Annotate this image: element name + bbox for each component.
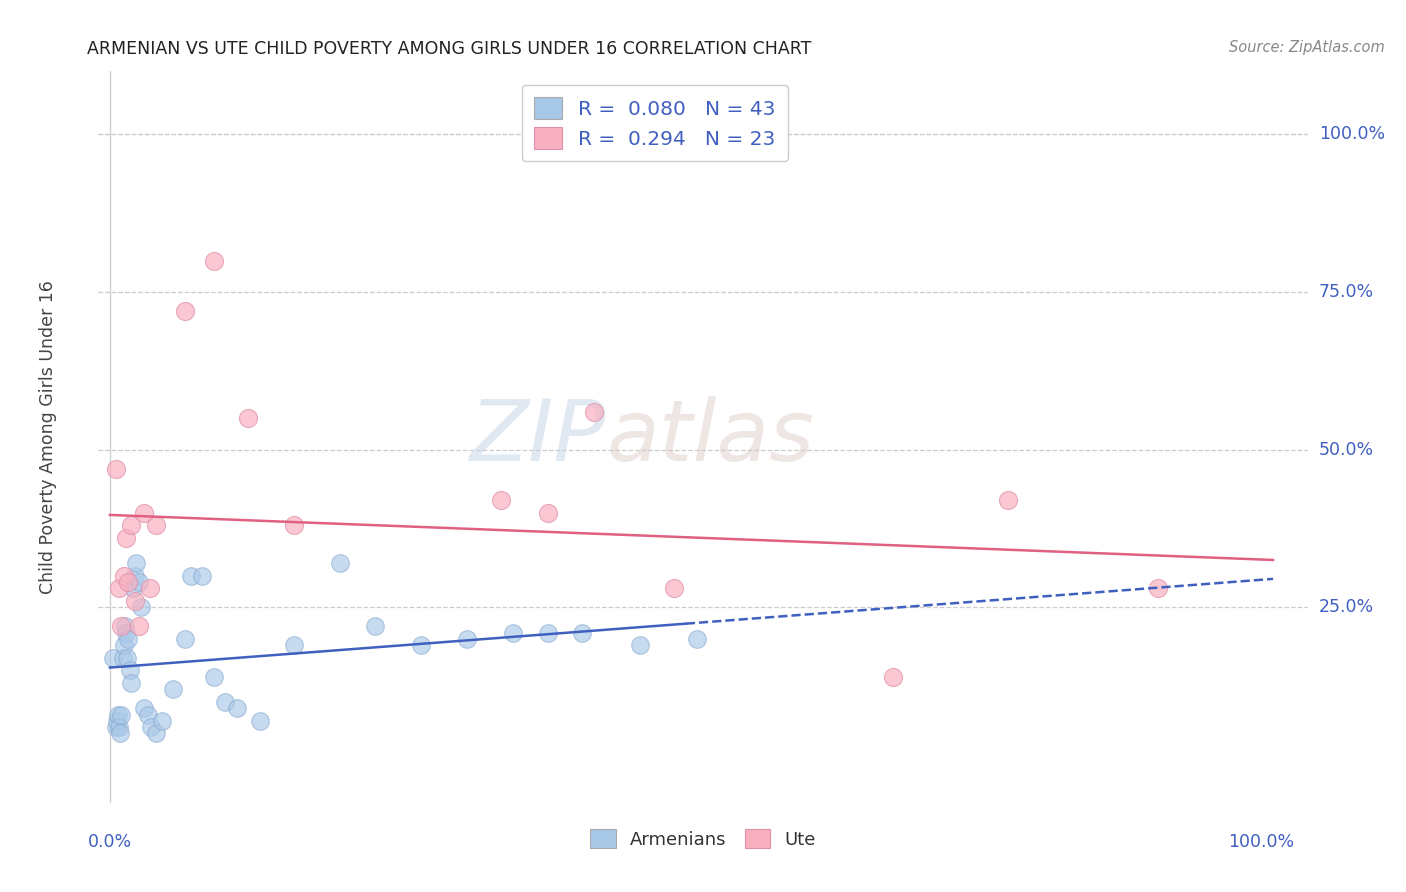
- Point: [214, 695, 236, 709]
- Point: [104, 720, 127, 734]
- Point: [110, 707, 132, 722]
- Text: 75.0%: 75.0%: [1319, 283, 1374, 301]
- Point: [180, 569, 202, 583]
- Point: [409, 638, 432, 652]
- Point: [202, 253, 225, 268]
- Point: [117, 575, 139, 590]
- Point: [117, 632, 139, 646]
- Point: [112, 569, 135, 583]
- Point: [120, 676, 142, 690]
- Text: ZIP: ZIP: [470, 395, 606, 479]
- Point: [145, 518, 167, 533]
- Point: [664, 582, 686, 596]
- Point: [582, 405, 605, 419]
- Text: ARMENIAN VS UTE CHILD POVERTY AMONG GIRLS UNDER 16 CORRELATION CHART: ARMENIAN VS UTE CHILD POVERTY AMONG GIRL…: [87, 40, 811, 58]
- Point: [249, 714, 271, 728]
- Point: [134, 701, 156, 715]
- Point: [686, 632, 709, 646]
- Point: [112, 638, 135, 652]
- Point: [502, 625, 524, 640]
- Point: [115, 650, 138, 665]
- Point: [173, 304, 195, 318]
- Point: [364, 619, 387, 633]
- Point: [139, 582, 162, 596]
- Point: [202, 670, 225, 684]
- Text: 100.0%: 100.0%: [1319, 126, 1385, 144]
- Point: [122, 582, 145, 596]
- Text: Child Poverty Among Girls Under 16: Child Poverty Among Girls Under 16: [38, 280, 56, 594]
- Point: [191, 569, 214, 583]
- Point: [491, 493, 513, 508]
- Point: [110, 619, 132, 633]
- Text: 50.0%: 50.0%: [1319, 441, 1374, 458]
- Text: atlas: atlas: [606, 395, 814, 479]
- Point: [571, 625, 593, 640]
- Text: Source: ZipAtlas.com: Source: ZipAtlas.com: [1229, 40, 1385, 55]
- Point: [129, 600, 152, 615]
- Point: [456, 632, 478, 646]
- Point: [997, 493, 1019, 508]
- Point: [105, 714, 128, 728]
- Point: [108, 720, 131, 734]
- Point: [150, 714, 173, 728]
- Point: [173, 632, 195, 646]
- Point: [329, 556, 352, 570]
- Point: [107, 707, 129, 722]
- Point: [882, 670, 904, 684]
- Legend: Armenians, Ute: Armenians, Ute: [583, 822, 823, 856]
- Point: [120, 518, 142, 533]
- Point: [162, 682, 184, 697]
- Point: [628, 638, 651, 652]
- Point: [283, 638, 305, 652]
- Point: [110, 726, 132, 740]
- Text: 100.0%: 100.0%: [1229, 833, 1295, 851]
- Text: 0.0%: 0.0%: [87, 833, 132, 851]
- Point: [283, 518, 305, 533]
- Point: [124, 569, 146, 583]
- Point: [1147, 582, 1170, 596]
- Point: [128, 575, 150, 590]
- Point: [536, 625, 558, 640]
- Point: [124, 594, 146, 608]
- Point: [141, 720, 163, 734]
- Point: [536, 506, 558, 520]
- Text: 25.0%: 25.0%: [1319, 599, 1374, 616]
- Point: [236, 411, 259, 425]
- Point: [225, 701, 247, 715]
- Point: [114, 619, 136, 633]
- Point: [136, 707, 159, 722]
- Point: [134, 506, 156, 520]
- Point: [125, 556, 148, 570]
- Point: [108, 582, 131, 596]
- Point: [128, 619, 150, 633]
- Point: [111, 650, 134, 665]
- Point: [103, 650, 125, 665]
- Point: [145, 726, 167, 740]
- Point: [118, 664, 141, 678]
- Point: [115, 531, 138, 545]
- Point: [104, 461, 127, 475]
- Point: [115, 625, 138, 640]
